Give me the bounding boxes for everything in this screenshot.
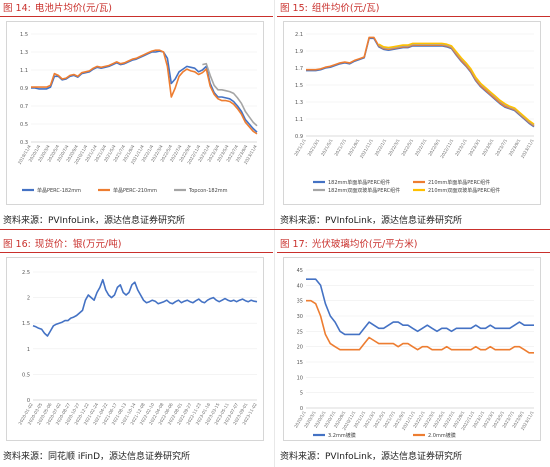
pv-glass-price-chart: 0510152025303540452020/1/12020/3/12020/5…	[293, 268, 535, 439]
y-tick-label: 1.3	[20, 50, 28, 56]
chart-frame: 0.9 1.1 1.3 1.5 1.7 1.9 2.1 2021/1/1 2021/3/1 202…	[283, 21, 541, 205]
legend-label: 210mm双面双玻单晶PERC组件	[428, 187, 500, 194]
silver-price-chart: 00.511.522.52020-01-022020-03-052020-05-…	[17, 270, 258, 426]
x-tick-label: 2022/3/1	[387, 138, 401, 157]
series-line	[202, 62, 258, 127]
y-tick-label: 0.3	[20, 140, 28, 146]
y-tick-label: 20	[297, 345, 303, 351]
figure-panel-17: 图 17: 光伏玻璃均价(元/平方米) 0 5 10 15 20 25 30 35 40 45 202…	[277, 236, 550, 467]
x-tick-label: 2022/11/1	[439, 138, 454, 159]
x-tick-label: 2021/11/1	[359, 138, 374, 159]
y-tick-label: 1.5	[20, 32, 28, 38]
legend-label: 182mm双面双玻单晶PERC组件	[328, 187, 400, 194]
y-tick-label: 0.5	[22, 372, 30, 378]
figure-title-text: 组件均价(元/瓦)	[311, 3, 380, 14]
source-note: 资料来源：同花顺 iFinD，源达信息证券研究所	[3, 452, 191, 462]
figure-label: 图 16:	[3, 239, 31, 250]
figure-title: 图 15: 组件均价(元/瓦)	[277, 0, 550, 17]
series-line	[306, 37, 535, 128]
y-tick-label: 0.7	[20, 104, 28, 110]
y-tick-label: 0.9	[295, 134, 303, 140]
column-separator	[274, 0, 275, 467]
legend-label: 182mm单面单晶PERC组件	[328, 179, 390, 186]
figure-title: 图 17: 光伏玻璃均价(元/平方米)	[277, 236, 550, 253]
x-tick-label: 2022/7/1	[414, 138, 428, 157]
legend-label: 210mm单面单晶PERC组件	[428, 179, 490, 186]
figure-title: 图 16: 现货价：银(万元/吨)	[0, 236, 273, 253]
figure-panel-16: 图 16: 现货价：银(万元/吨) 0 0.5 1 1.5 2 2.5 2020-01-02 2…	[0, 236, 273, 467]
x-tick-label: 2021/1/1	[293, 138, 307, 157]
figure-panel-14: 图 14: 电池片均价(元/瓦) 0.3 0.5 0.7 0.9 1.1 1.3 1.5 201…	[0, 0, 273, 231]
y-tick-label: 1	[27, 347, 30, 353]
chart-frame: 0.3 0.5 0.7 0.9 1.1 1.3 1.5 2019/11/4 2020/1/4 20…	[6, 21, 264, 205]
y-tick-label: 2.5	[22, 270, 30, 276]
y-tick-label: 35	[297, 299, 303, 305]
legend-label: 单晶PERC-182mm	[37, 187, 81, 194]
chart-frame: 0 0.5 1 1.5 2 2.5 2020-01-02 2020-03-05 2020-05-…	[6, 257, 264, 441]
legend-label: 3.2mm镀膜	[328, 432, 356, 439]
x-tick-label: 2023/1/1	[454, 138, 468, 157]
series-line	[306, 278, 534, 336]
x-tick-label: 2022/5/1	[400, 138, 414, 157]
x-tick-label: 2023/3/1	[467, 138, 481, 157]
figure-title-text: 电池片均价(元/瓦)	[34, 3, 112, 14]
y-tick-label: 10	[297, 375, 303, 381]
y-tick-label: 45	[297, 268, 303, 274]
y-tick-label: 0.5	[20, 122, 28, 128]
series-line	[306, 299, 534, 354]
series-line	[32, 278, 258, 337]
x-tick-label: 2021/5/1	[320, 138, 334, 157]
series-line	[31, 50, 258, 133]
y-tick-label: 1.1	[295, 117, 303, 123]
figure-panel-15: 图 15: 组件均价(元/瓦) 0.9 1.1 1.3 1.5 1.7 1.9 2.1 2021…	[277, 0, 550, 231]
figure-label: 图 15:	[280, 3, 308, 14]
x-tick-label: 2022/9/1	[427, 138, 441, 157]
source-note: 资料来源：PVInfoLink，源达信息证券研究所	[280, 452, 463, 462]
y-tick-label: 0	[300, 406, 303, 412]
legend-label: 单晶PERC-210mm	[113, 187, 157, 194]
y-tick-label: 1.9	[295, 49, 303, 55]
x-tick-label: 2023/7/1	[494, 138, 508, 157]
y-tick-label: 1.5	[295, 83, 303, 89]
chart-frame: 0 5 10 15 20 25 30 35 40 45 2020/1/1 2020/3/1 2020/5…	[283, 257, 541, 441]
x-tick-label: 2021/3/1	[307, 138, 321, 157]
figure-title: 图 14: 电池片均价(元/瓦)	[0, 0, 273, 17]
x-tick-label: 2023/5/1	[481, 138, 495, 157]
x-tick-label: 2023/11/1	[520, 138, 535, 159]
y-tick-label: 1.5	[22, 321, 30, 327]
figure-label: 图 17:	[280, 239, 308, 250]
y-tick-label: 5	[300, 391, 303, 397]
legend-label: 2.0mm镀膜	[428, 432, 456, 439]
figure-label: 图 14:	[3, 3, 31, 14]
series-line	[31, 49, 258, 135]
figure-title-text: 现货价：银(万元/吨)	[34, 239, 122, 250]
y-tick-label: 2.1	[295, 32, 303, 38]
x-tick-label: 2021/9/1	[347, 138, 361, 157]
source-note: 资料来源：PVInfoLink，源达信息证券研究所	[280, 216, 463, 226]
y-tick-label: 25	[297, 329, 303, 335]
x-tick-label: 2021/7/1	[333, 138, 347, 157]
legend-label: Topcon-182mm	[188, 188, 228, 194]
series-line	[378, 42, 535, 125]
figure-title-text: 光伏玻璃均价(元/平方米)	[311, 239, 418, 250]
series-line	[306, 36, 535, 127]
y-tick-label: 0.9	[20, 86, 28, 92]
y-tick-label: 30	[297, 314, 303, 320]
source-note: 资料来源：PVInfoLink，源达信息证券研究所	[3, 216, 186, 226]
y-tick-label: 1.1	[20, 68, 28, 74]
y-tick-label: 15	[297, 360, 303, 366]
y-tick-label: 2	[27, 296, 30, 302]
x-tick-label: 2022/1/1	[374, 138, 388, 157]
cell-price-chart: 0.30.50.70.91.11.31.52019/11/42020/1/420…	[17, 32, 258, 194]
row-separator	[0, 229, 550, 230]
x-tick-label: 2023/9/1	[508, 138, 522, 157]
y-tick-label: 40	[297, 283, 303, 289]
y-tick-label: 1.7	[295, 66, 303, 72]
y-tick-label: 0	[27, 398, 30, 404]
y-tick-label: 1.3	[295, 100, 303, 106]
